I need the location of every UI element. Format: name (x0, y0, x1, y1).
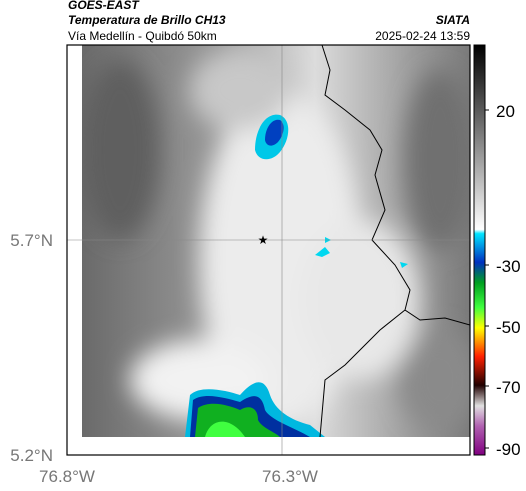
subtitle: Vía Medellín - Quibdó 50km (68, 29, 217, 43)
colorbar-tick: -90 (496, 440, 521, 459)
colorbar-tick: -30 (496, 257, 521, 276)
location-star: ★ (258, 233, 269, 247)
satellite-image (82, 45, 470, 437)
title: Temperatura de Brillo CH13 (68, 13, 226, 27)
lat-label: 5.7°N (10, 231, 53, 250)
lon-label: 76.8°W (39, 467, 95, 486)
colorbar-tick: -50 (496, 318, 521, 337)
source: GOES-EAST (68, 0, 140, 12)
lon-label: 76.3°W (262, 467, 318, 486)
colorbar (473, 44, 486, 456)
brand: SIATA (436, 13, 470, 27)
timestamp: 2025-02-24 13:59 (375, 29, 470, 43)
lat-label: 5.2°N (10, 446, 53, 465)
colorbar-tick: -70 (496, 378, 521, 397)
colorbar-tick: 20 (496, 102, 515, 121)
map-frame (66, 44, 471, 456)
